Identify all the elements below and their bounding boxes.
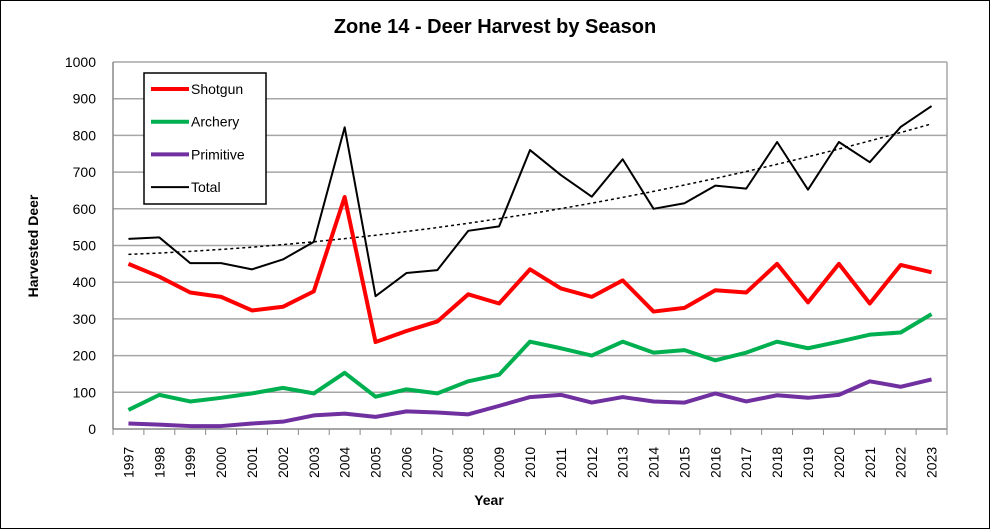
x-tick-label: 2003 [306, 447, 322, 478]
y-tick-label: 200 [73, 348, 97, 364]
x-tick-label: 2001 [244, 447, 260, 478]
x-tick-label: 2013 [615, 447, 631, 478]
x-tick-label: 2002 [275, 447, 291, 478]
x-tick-label: 2022 [893, 447, 909, 478]
x-tick-label: 2018 [769, 447, 785, 478]
y-tick-label: 1000 [65, 54, 96, 70]
legend-label: Primitive [191, 146, 245, 162]
legend-label: Total [191, 179, 221, 195]
x-tick-label: 2004 [337, 447, 353, 478]
x-tick-label: 2023 [924, 447, 940, 478]
x-tick-label: 2016 [707, 447, 723, 478]
x-tick-label: 2020 [831, 447, 847, 478]
y-tick-label: 600 [73, 201, 97, 217]
x-tick-label: 2011 [553, 448, 569, 478]
y-tick-label: 700 [73, 164, 97, 180]
series-line-archery [127, 312, 933, 412]
series-line-shotgun [127, 195, 933, 345]
x-tick-label: 2014 [646, 447, 662, 478]
x-tick-label: 1997 [120, 447, 136, 478]
y-tick-label: 100 [73, 384, 97, 400]
chart-title: Zone 14 - Deer Harvest by Season [334, 16, 656, 38]
y-tick-label: 400 [73, 274, 97, 290]
y-tick-label: 900 [73, 91, 97, 107]
y-tick-label: 500 [73, 238, 97, 254]
y-tick-label: 800 [73, 127, 97, 143]
x-tick-label: 2019 [800, 447, 816, 478]
x-tick-label: 2005 [368, 447, 384, 478]
legend: Shotgun Archery Primitive Total [143, 72, 267, 205]
x-tick-label: 2010 [522, 447, 538, 478]
x-axis-label: Year [474, 492, 504, 508]
x-tick-label: 2021 [862, 447, 878, 478]
x-tick-label: 2017 [738, 447, 754, 478]
x-tick-label: 2000 [213, 447, 229, 478]
x-tick-label: 2007 [429, 447, 445, 478]
x-tick-label: 2006 [398, 447, 414, 478]
legend-box [143, 72, 267, 205]
legend-label: Shotgun [191, 81, 243, 97]
y-tick-label: 300 [73, 311, 97, 327]
x-tick-label: 2008 [460, 447, 476, 478]
trendline-total [128, 123, 932, 256]
x-tick-label: 2012 [584, 447, 600, 478]
x-tick-label: 2009 [491, 447, 507, 478]
series-line-primitive [128, 377, 933, 429]
legend-label: Archery [191, 114, 239, 130]
series-line-total [128, 105, 933, 298]
x-tick-label: 1998 [151, 447, 167, 478]
y-axis-label: Harvested Deer [25, 194, 41, 297]
y-tick-label: 0 [88, 421, 96, 437]
x-tick-label: 1999 [182, 447, 198, 478]
x-tick-label: 2015 [676, 447, 692, 478]
